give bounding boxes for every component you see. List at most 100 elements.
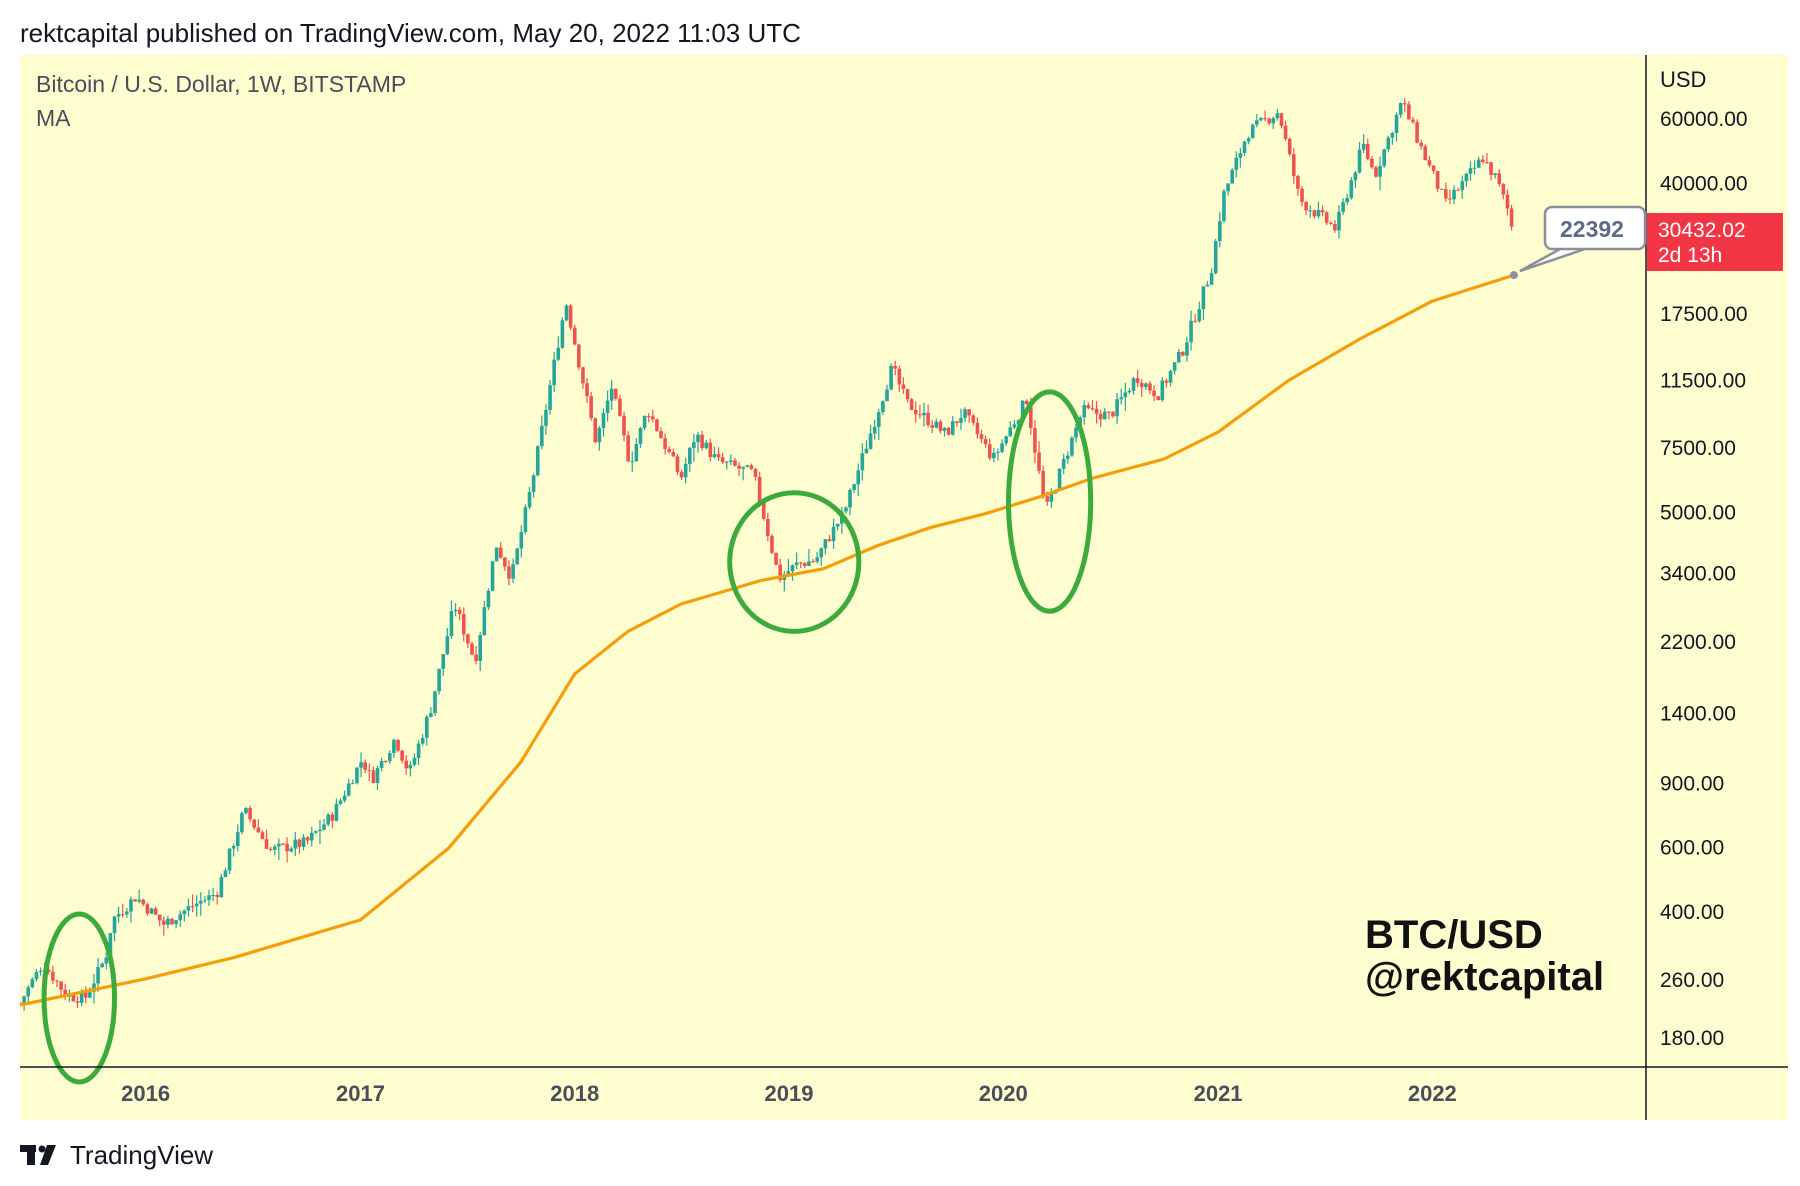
candle-body [375, 767, 380, 783]
candle-body [634, 443, 639, 462]
candle-body [1275, 113, 1280, 119]
candle-body [1411, 119, 1415, 123]
candle-body [83, 991, 88, 998]
price-chart[interactable]: 60000.00 40000.00 17500.00 11500.00 7500.00 5… [20, 55, 1788, 1120]
y-tick-label-6: 3400.00 [1660, 562, 1736, 585]
candle-body [535, 446, 540, 476]
candle-body [470, 643, 474, 655]
candle-body [1181, 351, 1185, 356]
y-tick-label-2: 17500.00 [1660, 303, 1748, 326]
candle-body [1164, 380, 1169, 383]
candle-body [342, 795, 347, 801]
candle-body [1238, 153, 1243, 158]
candle-body [1119, 397, 1124, 400]
candle-body [511, 564, 515, 579]
candle-body [1213, 241, 1218, 274]
candle-body [34, 971, 39, 980]
candle-body [223, 870, 228, 878]
candle-body [379, 760, 384, 768]
candle-body [659, 431, 663, 439]
candle-body [490, 561, 495, 591]
time-scale[interactable]: 2016 2017 2018 2019 2020 2021 2022 [121, 1081, 1457, 1106]
candle-body [244, 807, 248, 814]
candle-body [1107, 411, 1111, 413]
candle-body [766, 518, 770, 537]
candle-body [770, 536, 774, 553]
candle-body [881, 401, 885, 413]
candle-body [675, 456, 680, 472]
candle-body [293, 839, 298, 849]
candle-body [1205, 284, 1210, 287]
candle-body [1300, 188, 1304, 202]
candle-body [622, 415, 626, 436]
candle-body [1452, 189, 1456, 200]
candle-body [1189, 320, 1193, 343]
candle-body [231, 846, 236, 849]
candle-body [515, 548, 519, 565]
candle-body [1148, 383, 1152, 391]
plot-area[interactable] [20, 98, 1518, 1085]
candle-body [1431, 165, 1436, 172]
candle-body [453, 609, 458, 612]
candle-body [1374, 167, 1378, 177]
candle-body [75, 1001, 80, 1003]
candle-body [92, 983, 96, 992]
candle-body [1267, 118, 1271, 124]
candle-body [1144, 383, 1148, 388]
candle-body [429, 713, 433, 717]
watermark-line-2: @rektcapital [1365, 955, 1604, 999]
candle-body [104, 957, 109, 964]
y-tick-label-11: 400.00 [1660, 901, 1724, 924]
candle-body [1102, 411, 1107, 420]
candle-body [1316, 209, 1321, 217]
candle-body [1172, 362, 1177, 371]
chart-container[interactable]: 60000.00 40000.00 17500.00 11500.00 7500.00 5… [20, 55, 1788, 1120]
candle-body [601, 413, 606, 429]
candle-body [1337, 211, 1341, 231]
candle-body [864, 448, 869, 454]
price-scale[interactable]: 60000.00 40000.00 17500.00 11500.00 7500.00 5… [1660, 108, 1748, 1050]
candle-body [153, 908, 158, 915]
candle-body [811, 561, 815, 563]
x-tick-label-0: 2016 [121, 1081, 170, 1106]
candle-body [950, 421, 955, 435]
candle-body [256, 827, 261, 833]
candle-body [1012, 424, 1017, 428]
candle-body [437, 668, 441, 692]
candle-body [876, 412, 881, 427]
candle-body [1382, 149, 1386, 166]
candle-body [848, 489, 852, 508]
candle-body [918, 414, 922, 416]
candle-body [757, 477, 762, 503]
candle-body [922, 412, 926, 416]
candle-body [30, 979, 35, 988]
candle-body [1070, 437, 1074, 456]
candle-body [955, 421, 959, 423]
candle-body [1481, 159, 1485, 163]
candle-body [305, 837, 310, 841]
candle-body [215, 895, 220, 898]
candle-body [88, 991, 92, 998]
candle-body [494, 547, 499, 562]
candle-body [1493, 173, 1497, 175]
candle-body [807, 561, 811, 566]
price-scale-currency: USD [1660, 67, 1706, 92]
footer-branding[interactable]: TradingView [20, 1140, 213, 1171]
candle-body [441, 654, 446, 669]
candle-body [897, 368, 902, 385]
candle-body [1008, 427, 1013, 437]
last-price-box [1647, 213, 1783, 271]
candle-body [1086, 405, 1091, 409]
candle-body [642, 416, 647, 428]
candle-body [798, 562, 803, 564]
candle-body [913, 410, 918, 415]
candle-body [1135, 378, 1140, 383]
candle-body [326, 814, 330, 825]
y-tick-label-8: 1400.00 [1660, 703, 1736, 726]
candle-body [190, 906, 195, 908]
candle-body [568, 305, 573, 328]
candle-body [445, 636, 450, 655]
candle-body [1201, 286, 1206, 310]
candle-body [1156, 396, 1160, 401]
candle-body [733, 460, 737, 466]
